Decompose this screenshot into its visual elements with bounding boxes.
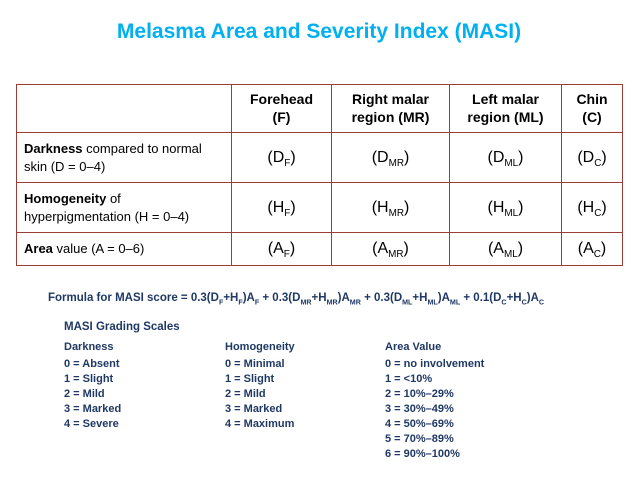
grading-item: 1 = Slight [225, 372, 275, 385]
grading-item: 1 = <10% [385, 372, 433, 385]
subscript: C [501, 298, 507, 307]
symbol-cell: (HF) [231, 182, 332, 234]
header-line: Left malar [472, 91, 539, 107]
symbol-cell: (AML) [449, 232, 562, 266]
symbol-cell: (DF) [231, 131, 332, 184]
symbol-cell: (DMR) [331, 131, 450, 184]
masi-formula: Formula for MASI score = 0.3(DF+HF)AF + … [48, 291, 545, 307]
subscript: MR [388, 249, 404, 261]
subscript: ML [402, 298, 413, 307]
header-line: Chin [576, 91, 608, 107]
grading-columns: Darkness 0 = Absent 1 = Slight 2 = Mild 3 = … [64, 341, 638, 462]
subscript: ML [449, 298, 461, 307]
header-line: (C) [582, 108, 602, 125]
subscript: C [593, 249, 601, 261]
header-line: Right malar [351, 91, 429, 107]
grading-item: 3 = Marked [225, 402, 283, 415]
grading-section: MASI Grading Scales Darkness 0 = Absent 1 … [64, 321, 638, 462]
subscript: ML [503, 249, 518, 261]
symbol-cell: (HMR) [331, 182, 450, 234]
table-row: Homogeneity of hyperpigmentation (H = 0–… [16, 182, 623, 234]
table-header-row: Forehead (F) Right malar region (MR) Lef… [16, 84, 623, 133]
grading-item: 0 = Minimal [225, 357, 285, 370]
subscript: F [254, 298, 260, 307]
col-header-left-malar: Left malar region (ML) [449, 84, 562, 133]
symbol-cell: (AMR) [331, 232, 450, 266]
subscript: ML [504, 207, 519, 219]
header-line: (F) [272, 108, 291, 125]
table-row: Area value (A = 0–6) (AF) (AMR) (AML) (AC) [16, 232, 623, 266]
subscript: C [594, 207, 602, 219]
subscript: F [218, 298, 224, 307]
masi-table-body: Darkness compared to normal skin (D = 0–… [16, 131, 623, 266]
symbol-cell: (AF) [231, 232, 332, 266]
grading-column: Area Value 0 = no involvement 1 = <10% 2 = … [385, 341, 484, 462]
col-header-chin: Chin (C) [561, 84, 623, 133]
row-label: Area value (A = 0–6) [16, 232, 232, 266]
row-label: Darkness compared to normal skin (D = 0–… [16, 131, 232, 184]
grading-item: 2 = 10%–29% [385, 387, 454, 400]
subscript: C [538, 298, 545, 307]
grading-item: 4 = Maximum [225, 417, 295, 430]
grading-item: 1 = Slight [64, 372, 114, 385]
grading-item: 3 = 30%–49% [385, 402, 454, 415]
grading-item: 3 = Marked [64, 402, 122, 415]
symbol-cell: (HML) [449, 182, 562, 234]
symbol-cell: (HC) [561, 182, 623, 234]
subscript: C [594, 157, 602, 169]
subscript: F [284, 207, 291, 219]
symbol-cell: (DML) [449, 131, 562, 184]
subscript: F [238, 298, 243, 307]
grading-item: 2 = Mild [225, 387, 266, 400]
subscript: F [283, 249, 290, 261]
subscript: ML [504, 157, 519, 169]
grading-item: 0 = no involvement [385, 357, 485, 370]
row-label-bold: Area [24, 241, 53, 257]
subscript: ML [427, 298, 438, 307]
row-label-bold: Homogeneity [24, 191, 107, 207]
grading-column: Homogeneity 0 = Minimal 1 = Slight 2 = Mild… [225, 341, 385, 462]
grading-column-title: Area Value [385, 340, 442, 353]
grading-column: Darkness 0 = Absent 1 = Slight 2 = Mild 3 = … [64, 341, 225, 462]
grading-item: 4 = 50%–69% [385, 417, 454, 430]
header-line: region (ML) [467, 108, 544, 125]
subscript: MR [300, 298, 312, 307]
subscript: MR [388, 157, 404, 169]
header-line: region (MR) [351, 108, 430, 125]
masi-table: Forehead (F) Right malar region (MR) Lef… [16, 84, 623, 266]
corner-cell [16, 84, 232, 133]
row-label: Homogeneity of hyperpigmentation (H = 0–… [16, 182, 232, 234]
subscript: MR [326, 298, 338, 307]
grading-column-title: Homogeneity [225, 340, 295, 353]
col-header-right-malar: Right malar region (MR) [331, 84, 450, 133]
grading-title: MASI Grading Scales [64, 320, 180, 333]
grading-item: 4 = Severe [64, 417, 119, 430]
symbol-cell: (DC) [561, 131, 623, 184]
subscript: MR [388, 207, 404, 219]
page-title: Melasma Area and Severity Index (MASI) [116, 20, 522, 43]
grading-item: 5 = 70%–89% [385, 432, 454, 445]
row-label-bold: Darkness [24, 141, 83, 156]
table-row: Darkness compared to normal skin (D = 0–… [16, 131, 623, 184]
symbol-cell: (AC) [561, 232, 623, 266]
grading-item: 6 = 90%–100% [385, 447, 460, 460]
subscript: MR [349, 298, 361, 307]
grading-item: 2 = Mild [64, 387, 105, 400]
subscript: F [284, 157, 291, 169]
col-header-forehead: Forehead (F) [231, 84, 332, 133]
subscript: C [521, 298, 527, 307]
grading-item: 0 = Absent [64, 357, 120, 370]
header-line: Forehead [249, 91, 313, 107]
grading-column-title: Darkness [64, 340, 114, 353]
